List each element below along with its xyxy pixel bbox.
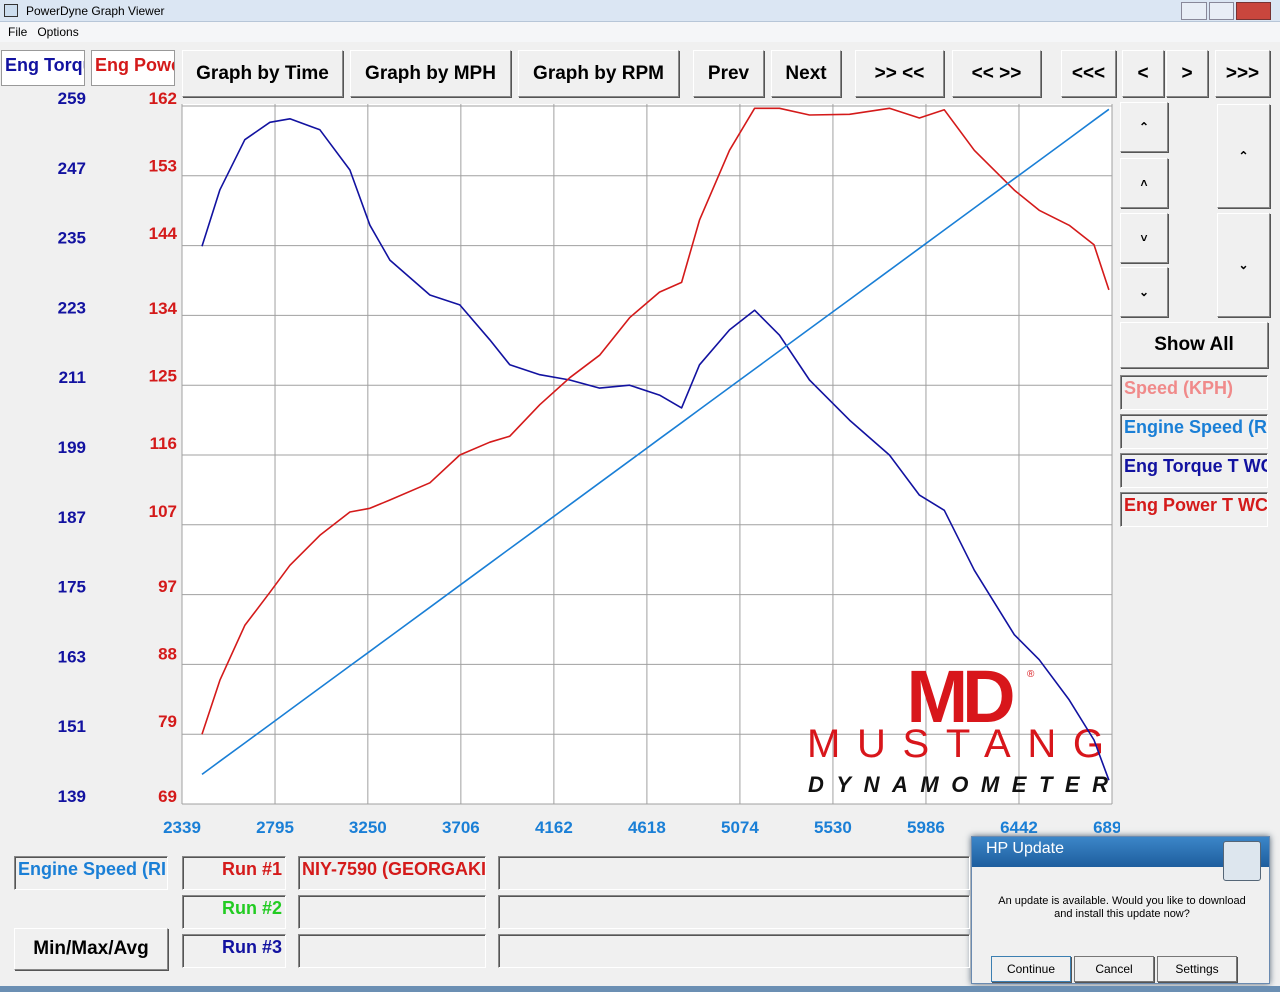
run-info <box>498 856 970 890</box>
y2-tick-label: 162 <box>149 89 177 108</box>
min-max-avg-button[interactable]: Min/Max/Avg <box>14 928 168 970</box>
dialog-title: HP Update <box>972 837 1269 867</box>
y-tick-label: 175 <box>58 578 86 597</box>
menu-bar: File Options <box>0 22 1280 42</box>
y-tick-label: 235 <box>58 229 86 248</box>
taskbar <box>0 986 1280 992</box>
window-title: PowerDyne Graph Viewer <box>26 4 165 18</box>
dialog-icon <box>1223 841 1261 881</box>
toolbar-button[interactable]: Prev <box>693 50 764 97</box>
title-bar: PowerDyne Graph Viewer <box>0 0 1280 22</box>
y-tick-label: 151 <box>58 717 86 736</box>
y-tick-label: 139 <box>58 787 86 806</box>
run-label: Run #3 <box>182 934 286 968</box>
run-info <box>498 895 970 929</box>
toolbar-button[interactable]: Graph by RPM <box>518 50 679 97</box>
scroll-button[interactable]: ˄ <box>1120 158 1168 208</box>
toolbar-button[interactable]: >>> <box>1215 50 1270 97</box>
toolbar-button[interactable]: > <box>1166 50 1208 97</box>
channel-select[interactable]: Engine Speed (RI <box>14 856 168 890</box>
toolbar-button[interactable]: >> << <box>855 50 944 97</box>
scroll-button[interactable]: ⌄ <box>1120 267 1168 317</box>
toolbar-button[interactable]: Graph by Time <box>182 50 343 97</box>
channel-item[interactable]: Eng Torque T WC <box>1120 453 1268 488</box>
y2-tick-label: 144 <box>149 224 178 243</box>
dialog-button[interactable]: Settings <box>1157 956 1237 982</box>
run-info <box>498 934 970 968</box>
toolbar-button[interactable]: < <box>1122 50 1164 97</box>
y-tick-label: 187 <box>58 508 86 527</box>
chart: 139 151 163 175 187 199 211 223 235 247 259 69 79 88 9… <box>58 89 1120 837</box>
series-line <box>201 118 1110 781</box>
zoom-button[interactable]: ⌄ <box>1217 213 1270 317</box>
y2-tick-label: 116 <box>150 434 177 453</box>
y2-tick-label: 97 <box>158 577 177 596</box>
run-label: Run #1 <box>182 856 286 890</box>
dialog-message: An update is available. Would you like t… <box>998 895 1246 920</box>
zoom-button[interactable]: ⌃ <box>1217 104 1270 208</box>
menu-item[interactable]: Options <box>37 25 79 39</box>
x-tick-label: 2339 <box>163 818 201 837</box>
dialog-button[interactable]: Continue <box>991 956 1071 982</box>
y-tick-label: 211 <box>59 368 86 387</box>
channel-item[interactable]: Eng Power T WC <box>1120 492 1268 527</box>
y-tick-label: 163 <box>58 647 86 666</box>
tab[interactable]: Eng Torqu <box>1 50 85 86</box>
series-line <box>201 107 1110 735</box>
app-icon <box>4 4 18 17</box>
x-tick-label: 2795 <box>256 818 294 837</box>
y2-tick-label: 88 <box>158 644 177 663</box>
y-tick-label: 199 <box>58 438 86 457</box>
logo-mark: MD <box>906 655 1013 738</box>
run-label: Run #2 <box>182 895 286 929</box>
show-all-button[interactable]: Show All <box>1120 322 1268 368</box>
channel-item[interactable]: Engine Speed (R <box>1120 414 1268 449</box>
y-tick-label: 223 <box>58 298 86 317</box>
dialog: HP Update An update is available. Would … <box>971 836 1270 984</box>
dialog-button[interactable]: Cancel <box>1074 956 1154 982</box>
x-tick-label: 5530 <box>814 818 852 837</box>
close[interactable] <box>1236 2 1271 20</box>
toolbar-button[interactable]: << >> <box>952 50 1041 97</box>
channel-item[interactable]: Speed (KPH) <box>1120 375 1268 410</box>
x-tick-label: 3706 <box>442 818 480 837</box>
x-tick-label: 6898 <box>1093 818 1120 837</box>
y2-tick-label: 79 <box>158 712 177 731</box>
y2-tick-label: 69 <box>158 787 177 806</box>
x-tick-label: 4162 <box>535 818 573 837</box>
y2-tick-label: 134 <box>149 299 178 318</box>
toolbar-button[interactable]: <<< <box>1061 50 1116 97</box>
x-tick-label: 6442 <box>1000 818 1038 837</box>
y2-tick-label: 153 <box>149 157 177 176</box>
run-name: NIY-7590 (GEORGAKI <box>298 856 486 890</box>
y2-tick-label: 125 <box>149 367 177 386</box>
minimize[interactable] <box>1181 2 1207 20</box>
maximize[interactable] <box>1208 2 1235 20</box>
scroll-button[interactable]: ⌃ <box>1120 102 1168 152</box>
x-tick-label: 3250 <box>349 818 387 837</box>
y2-tick-label: 107 <box>149 502 177 521</box>
run-name <box>298 895 486 929</box>
y-tick-label: 259 <box>58 89 86 108</box>
series-line <box>201 108 1110 776</box>
logo-registered: ® <box>1027 669 1035 680</box>
scroll-button[interactable]: ˅ <box>1120 213 1168 263</box>
run-name <box>298 934 486 968</box>
x-tick-label: 5986 <box>907 818 945 837</box>
tab[interactable]: Eng Powe <box>91 50 175 86</box>
logo-brand: MUSTANG <box>807 722 1109 766</box>
y-tick-label: 247 <box>58 159 86 178</box>
x-tick-label: 4618 <box>628 818 666 837</box>
toolbar-button[interactable]: Next <box>771 50 841 97</box>
window-controls <box>1181 2 1271 20</box>
x-tick-label: 5074 <box>721 818 759 837</box>
menu-item[interactable]: File <box>8 25 28 39</box>
toolbar-button[interactable]: Graph by MPH <box>350 50 511 97</box>
